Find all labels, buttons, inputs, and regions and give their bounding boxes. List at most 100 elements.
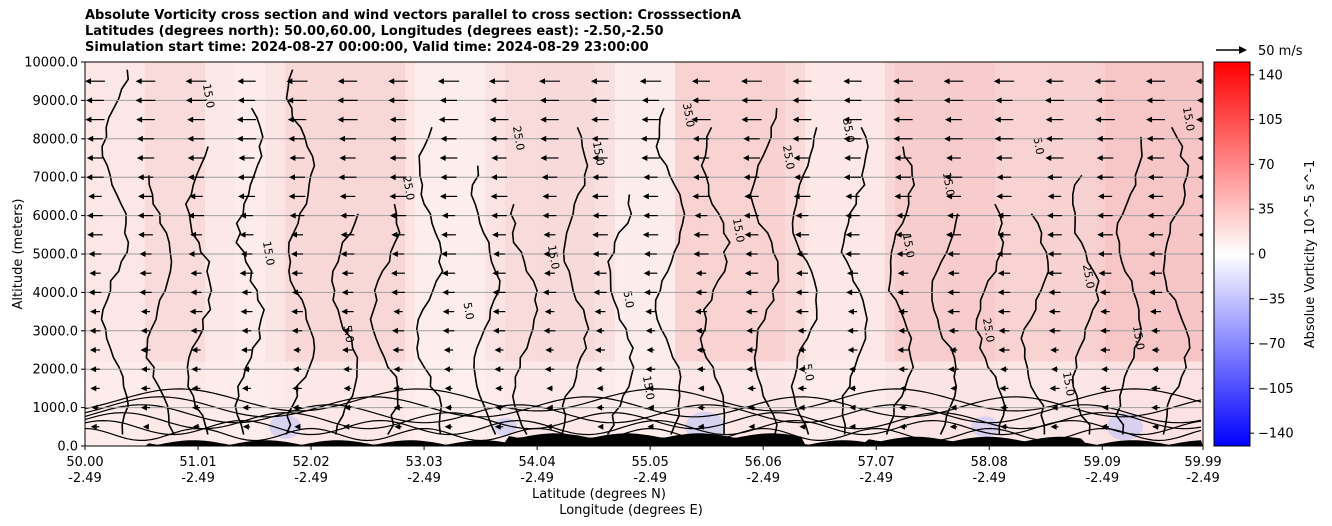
wind-vector	[135, 78, 156, 85]
wind-vector	[394, 423, 402, 430]
wind-vector-head	[337, 97, 344, 104]
wind-vector-head	[1151, 327, 1158, 334]
wind-vector-head	[86, 97, 93, 104]
wind-vector	[140, 366, 151, 373]
wind-vector-head	[393, 366, 400, 373]
wind-vector	[843, 97, 862, 104]
wind-vector-head	[541, 174, 548, 181]
wind-vector-head	[1047, 231, 1054, 238]
wind-vector-head	[845, 193, 852, 200]
wind-vector	[1148, 251, 1163, 257]
wind-vector	[86, 155, 104, 161]
wind-vector	[1196, 97, 1203, 104]
wind-vector	[1197, 193, 1203, 199]
wind-vector-head	[743, 135, 750, 142]
wind-vector-head	[594, 347, 601, 353]
wind-vector	[442, 308, 455, 315]
wind-vector	[1147, 212, 1164, 219]
wind-vector	[89, 270, 101, 277]
wind-vector-head	[241, 385, 248, 392]
wind-vector	[1195, 78, 1203, 85]
wind-vector-head	[645, 327, 652, 334]
wind-vector	[746, 366, 757, 373]
wind-vector-head	[745, 308, 752, 315]
x-tick-label-lat: 52.02	[292, 455, 329, 470]
wind-vector-head	[1047, 212, 1054, 219]
wind-vector	[1147, 174, 1164, 181]
wind-vector	[238, 193, 255, 200]
wind-vector-head	[844, 155, 851, 161]
y-tick-label: 5000.0	[33, 248, 79, 263]
wind-vector	[847, 308, 858, 315]
wind-vector-head	[744, 193, 751, 200]
wind-vector	[187, 116, 205, 123]
wind-vector-head	[1098, 270, 1105, 277]
wind-vector	[393, 404, 403, 411]
wind-vector-head	[240, 251, 247, 257]
wind-vector	[185, 78, 207, 85]
wind-vector-head	[1098, 251, 1105, 257]
wind-vector	[697, 423, 705, 430]
wind-vector-head	[495, 385, 502, 392]
wind-vector-head	[86, 155, 93, 161]
x-tick-label-lon: -2.49	[859, 471, 893, 486]
wind-vector-head	[697, 385, 704, 392]
wind-vector-head	[1204, 424, 1210, 430]
wind-vector-head	[1000, 404, 1007, 411]
wind-vector-head	[1151, 347, 1158, 353]
wind-vector	[289, 212, 305, 219]
wind-vector	[291, 327, 303, 334]
wind-vector	[492, 270, 506, 277]
wind-vector-head	[542, 289, 549, 296]
wind-vector-head	[793, 193, 800, 200]
y-axis-label: Altitude (meters)	[11, 199, 26, 310]
contour-label: 25.0	[1080, 263, 1097, 289]
wind-vector-head	[1148, 289, 1155, 296]
x-tick-label-lat: 55.05	[632, 455, 669, 470]
wind-vector-head	[595, 327, 602, 334]
wind-vector-head	[441, 251, 448, 257]
wind-vector	[949, 423, 958, 430]
wind-vector	[797, 385, 807, 392]
wind-vector-head	[339, 193, 346, 200]
wind-vector	[138, 193, 153, 200]
wind-vector-head	[491, 174, 498, 181]
wind-vector	[793, 193, 811, 200]
wind-vector-head	[1146, 135, 1153, 142]
wind-vector	[490, 97, 508, 104]
contour-line	[606, 194, 635, 435]
wind-vector-head	[1100, 385, 1107, 392]
wind-vector	[495, 385, 503, 392]
wind-vector-head	[241, 289, 248, 296]
wind-vector	[1197, 136, 1203, 142]
wind-vector	[1100, 423, 1110, 430]
contour-line	[470, 165, 501, 435]
wind-vector-head	[746, 347, 753, 353]
wind-vector	[950, 404, 957, 411]
wind-vector-head	[242, 423, 249, 430]
wind-vector	[437, 78, 460, 85]
wind-vector	[544, 308, 555, 315]
colorbar-tick-label: −70	[1258, 337, 1285, 352]
wind-vector-head	[343, 423, 350, 430]
wind-vector	[1000, 423, 1008, 430]
wind-vector-head	[339, 135, 346, 142]
wind-vector	[795, 212, 809, 219]
wind-vector	[444, 366, 453, 373]
y-tick-label: 4000.0	[33, 286, 79, 301]
wind-vector-head	[641, 155, 648, 161]
wind-vector	[893, 116, 913, 123]
wind-vector-head	[1044, 97, 1051, 104]
wind-vector-head	[1047, 193, 1054, 200]
wind-vector-head	[492, 231, 499, 238]
wind-vector-head	[438, 116, 445, 123]
wind-vector-head	[592, 174, 599, 181]
wind-vector-head	[88, 289, 95, 296]
wind-vector	[849, 404, 856, 411]
wind-vector-head	[292, 404, 299, 411]
wind-vector	[1101, 366, 1109, 373]
wind-vector	[441, 251, 456, 257]
y-tick-label: 3000.0	[33, 324, 79, 339]
wind-vector-head	[897, 289, 904, 296]
wind-vector-head	[139, 289, 146, 296]
